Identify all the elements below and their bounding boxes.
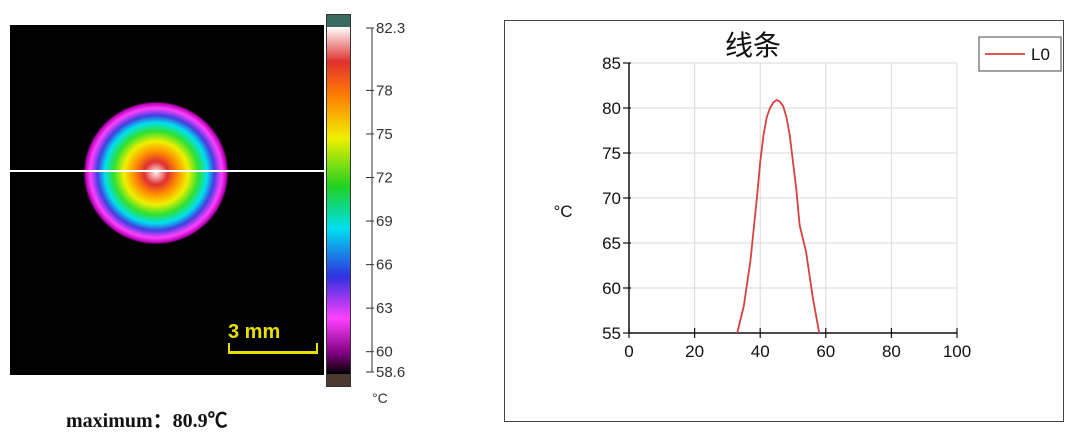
legend-label: L0	[1031, 45, 1050, 64]
x-tick-label: 0	[624, 342, 633, 361]
scale-label: 3 mm	[228, 321, 281, 343]
colorbar-unit: °C	[372, 390, 388, 406]
scan-line[interactable]	[10, 170, 324, 172]
x-tick-label: 40	[751, 342, 770, 361]
thermal-spot	[83, 101, 229, 245]
chart-title: 线条	[725, 29, 781, 62]
series-line-L0	[736, 99, 821, 334]
x-tick-label: 80	[882, 342, 901, 361]
y-tick-label: 65	[602, 234, 621, 253]
colorbar-tick-label: 69	[376, 213, 393, 230]
y-tick-label: 70	[602, 189, 621, 208]
scale-bar	[228, 343, 318, 354]
y-tick-label: 60	[602, 279, 621, 298]
colorbar-tick-label: 75	[376, 126, 393, 143]
y-tick-label: 55	[602, 324, 621, 343]
colorbar-tick-label: 78	[376, 82, 393, 99]
y-tick-label: 85	[602, 54, 621, 73]
colorbar-tick-label: 72	[376, 170, 393, 187]
colorbar-tick-label: 63	[376, 300, 393, 317]
thermal-image: 3 mm	[10, 25, 324, 375]
colorbar-tick-label: 60	[376, 344, 393, 361]
colorbar	[326, 14, 351, 387]
line-chart-panel: 0 20 40 60 80 100 55 60 65 70 75 80 85 线条 °C L0	[504, 20, 1064, 422]
maximum-readout: maximum：80.9℃	[66, 410, 228, 432]
colorbar-tick-label: 82.3	[376, 20, 405, 37]
colorbar-tick-label: 58.6	[376, 364, 405, 381]
x-tick-label: 20	[685, 342, 704, 361]
x-tick-label: 100	[943, 342, 971, 361]
y-tick-label: 75	[602, 144, 621, 163]
colorbar-tick-label: 66	[376, 257, 393, 274]
colorbar-ticks: 82.3 78 75 72 69 66 63 60 58.6	[366, 20, 405, 381]
y-tick-label: 80	[602, 99, 621, 118]
line-chart: 0 20 40 60 80 100 55 60 65 70 75 80 85 线条 °C L0	[553, 29, 1062, 361]
y-axis-label: °C	[553, 202, 572, 221]
x-tick-label: 60	[816, 342, 835, 361]
legend: L0	[978, 36, 1062, 72]
